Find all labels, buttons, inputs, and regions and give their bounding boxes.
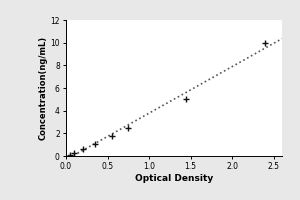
Point [68,153,73,156]
Point [72,151,77,154]
Point [263,41,268,44]
Point [93,142,98,145]
Point [126,126,131,129]
Point [184,98,189,101]
Y-axis label: Concentration(ng/mL): Concentration(ng/mL) [38,36,47,140]
Point [80,148,85,151]
X-axis label: Optical Density: Optical Density [135,174,213,183]
Point [109,134,114,137]
